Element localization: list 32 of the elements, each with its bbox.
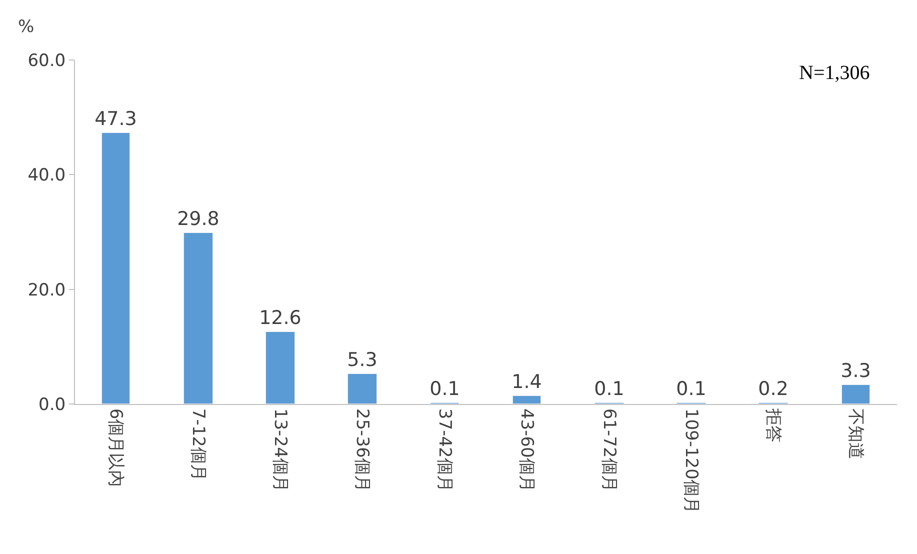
bar: [266, 332, 295, 404]
data-label: 1.4: [512, 370, 542, 393]
data-label: 47.3: [94, 108, 137, 130]
x-tick-label: 拒答: [763, 407, 784, 442]
y-tick-label: 60.0: [28, 50, 66, 71]
bar: [842, 384, 870, 404]
y-tick-label: 20.0: [28, 280, 66, 300]
x-tick-label: 109-120個月: [680, 408, 701, 514]
data-label: 0.1: [594, 378, 624, 400]
bar: [184, 232, 213, 404]
data-label: 12.6: [259, 306, 302, 329]
x-tick-label: 43-60個月: [516, 408, 537, 492]
data-label: 3.3: [840, 360, 871, 382]
y-axis-title: %: [18, 17, 34, 37]
data-label: 0.1: [676, 378, 706, 400]
bar: [102, 132, 130, 404]
x-tick-label: 7-12個月: [188, 408, 208, 481]
x-tick-label: 13-24個月: [270, 408, 290, 492]
x-tick-label: 61-72個月: [598, 408, 619, 492]
bar: [348, 374, 377, 404]
data-label: 5.3: [347, 348, 378, 371]
x-tick-label: 37-42個月: [434, 408, 454, 492]
data-label: 29.8: [177, 208, 220, 230]
x-tick-label: 6個月以內: [106, 408, 126, 488]
x-tick-label: 25-36個月: [352, 408, 372, 492]
y-tick-label: 40.0: [28, 166, 66, 186]
data-label: 0.2: [758, 378, 788, 400]
y-tick-label: 0.0: [38, 394, 66, 415]
data-label: 0.1: [430, 378, 460, 400]
x-tick-label: 不知道: [845, 408, 866, 460]
annotation: N=1,306: [799, 62, 870, 84]
bar: [512, 396, 541, 404]
